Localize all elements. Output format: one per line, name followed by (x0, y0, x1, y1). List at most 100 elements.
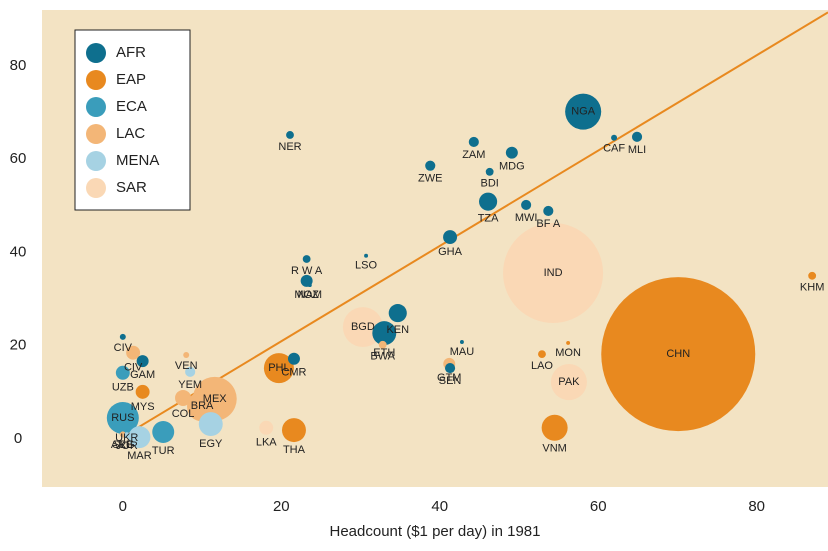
bubble (126, 345, 141, 360)
point-label: YEM (178, 379, 202, 391)
bubble (468, 136, 479, 148)
point-label: R W A (291, 265, 323, 277)
point-label: IND (544, 267, 563, 279)
point-label: MLI (628, 144, 646, 156)
bubble (425, 160, 436, 171)
y-tick-label: 40 (10, 243, 27, 260)
legend-label: ECA (116, 98, 147, 115)
point-label: GAM (130, 369, 155, 381)
point-label: GHA (438, 246, 463, 258)
bubble (128, 426, 151, 449)
point-label: VNM (542, 443, 566, 455)
point-label: SEN (439, 375, 462, 387)
bubble (302, 255, 311, 263)
y-tick-label: 0 (14, 430, 22, 447)
legend-label: AFR (116, 44, 146, 61)
point-label: ARG (111, 439, 135, 451)
bubble (541, 414, 568, 441)
bubble (135, 384, 150, 399)
bubble (119, 333, 126, 340)
bubble (543, 205, 554, 217)
point-label: KHM (800, 282, 824, 294)
legend-swatch (86, 70, 106, 90)
y-tick-label: 20 (10, 337, 27, 354)
bubble (479, 192, 498, 211)
point-label: VEN (175, 360, 198, 372)
bubble (485, 167, 494, 176)
point-label: MYS (131, 401, 155, 413)
bubble (281, 418, 306, 443)
legend-swatch (86, 97, 106, 117)
point-label: BRA (191, 400, 214, 412)
point-label: JOR (116, 440, 138, 452)
bubble (521, 199, 532, 210)
point-label: PAK (558, 376, 580, 388)
point-label: ETH (373, 347, 395, 359)
point-label: MDG (499, 161, 525, 173)
point-label: LSO (355, 260, 377, 272)
x-tick-label: 80 (748, 498, 765, 515)
bubble (550, 364, 587, 401)
point-label: CHN (666, 348, 690, 360)
bubble (183, 352, 190, 359)
bubble (443, 230, 458, 245)
point-label: MAU (450, 346, 475, 358)
point-label: CMR (281, 367, 306, 379)
point-label: SLE (112, 439, 133, 451)
point-label: MWI (515, 212, 538, 224)
point-label: GTM (437, 372, 461, 384)
bubble (503, 222, 604, 323)
bubble (566, 340, 571, 345)
legend-swatch (86, 178, 106, 198)
bubble (121, 419, 132, 431)
point-label: BDI (480, 178, 498, 190)
point-label: NER (278, 141, 301, 153)
bubble (263, 353, 294, 384)
y-tick-label: 80 (10, 57, 27, 74)
bubble (444, 363, 456, 374)
point-label: UZB (112, 382, 134, 394)
point-label: LAO (531, 360, 553, 372)
bubble (372, 321, 397, 346)
point-label: TUR (152, 445, 175, 457)
point-label: COL (172, 408, 195, 420)
bubble (808, 271, 817, 280)
bubble (388, 304, 407, 323)
point-label: NGA (571, 106, 596, 118)
bubble (136, 355, 149, 368)
point-label: KEN (386, 324, 409, 336)
point-label: CIV (124, 362, 143, 374)
legend-swatch (86, 124, 106, 144)
bubble (175, 389, 192, 406)
bubble (286, 131, 294, 139)
point-label: UKR (115, 432, 138, 444)
bubble (505, 146, 518, 159)
bubble (342, 307, 383, 348)
point-label: MAR (127, 450, 152, 462)
x-tick-label: 20 (273, 498, 290, 515)
point-label: ZAM (462, 149, 485, 161)
x-tick-label: 60 (590, 498, 607, 515)
legend-label: MENA (116, 152, 159, 169)
point-label: MOZ (294, 289, 319, 301)
point-label: ZWE (418, 173, 442, 185)
point-label: NAM (298, 289, 322, 301)
point-label: EGY (199, 438, 223, 450)
point-label: CIV (114, 342, 133, 354)
bubble (565, 93, 602, 130)
bubble (185, 366, 196, 377)
bubble (259, 420, 274, 435)
bubble (152, 421, 175, 443)
bubble (198, 412, 223, 437)
x-tick-label: 0 (119, 498, 127, 515)
point-label: PHL (268, 362, 289, 374)
trend-line (122, 11, 828, 438)
point-label: MEX (203, 393, 228, 405)
point-label: MON (555, 347, 581, 359)
point-label: BF A (536, 218, 561, 230)
legend-swatch (86, 43, 106, 63)
legend-label: EAP (116, 71, 146, 88)
bubble (287, 352, 300, 365)
bubble (631, 131, 643, 142)
